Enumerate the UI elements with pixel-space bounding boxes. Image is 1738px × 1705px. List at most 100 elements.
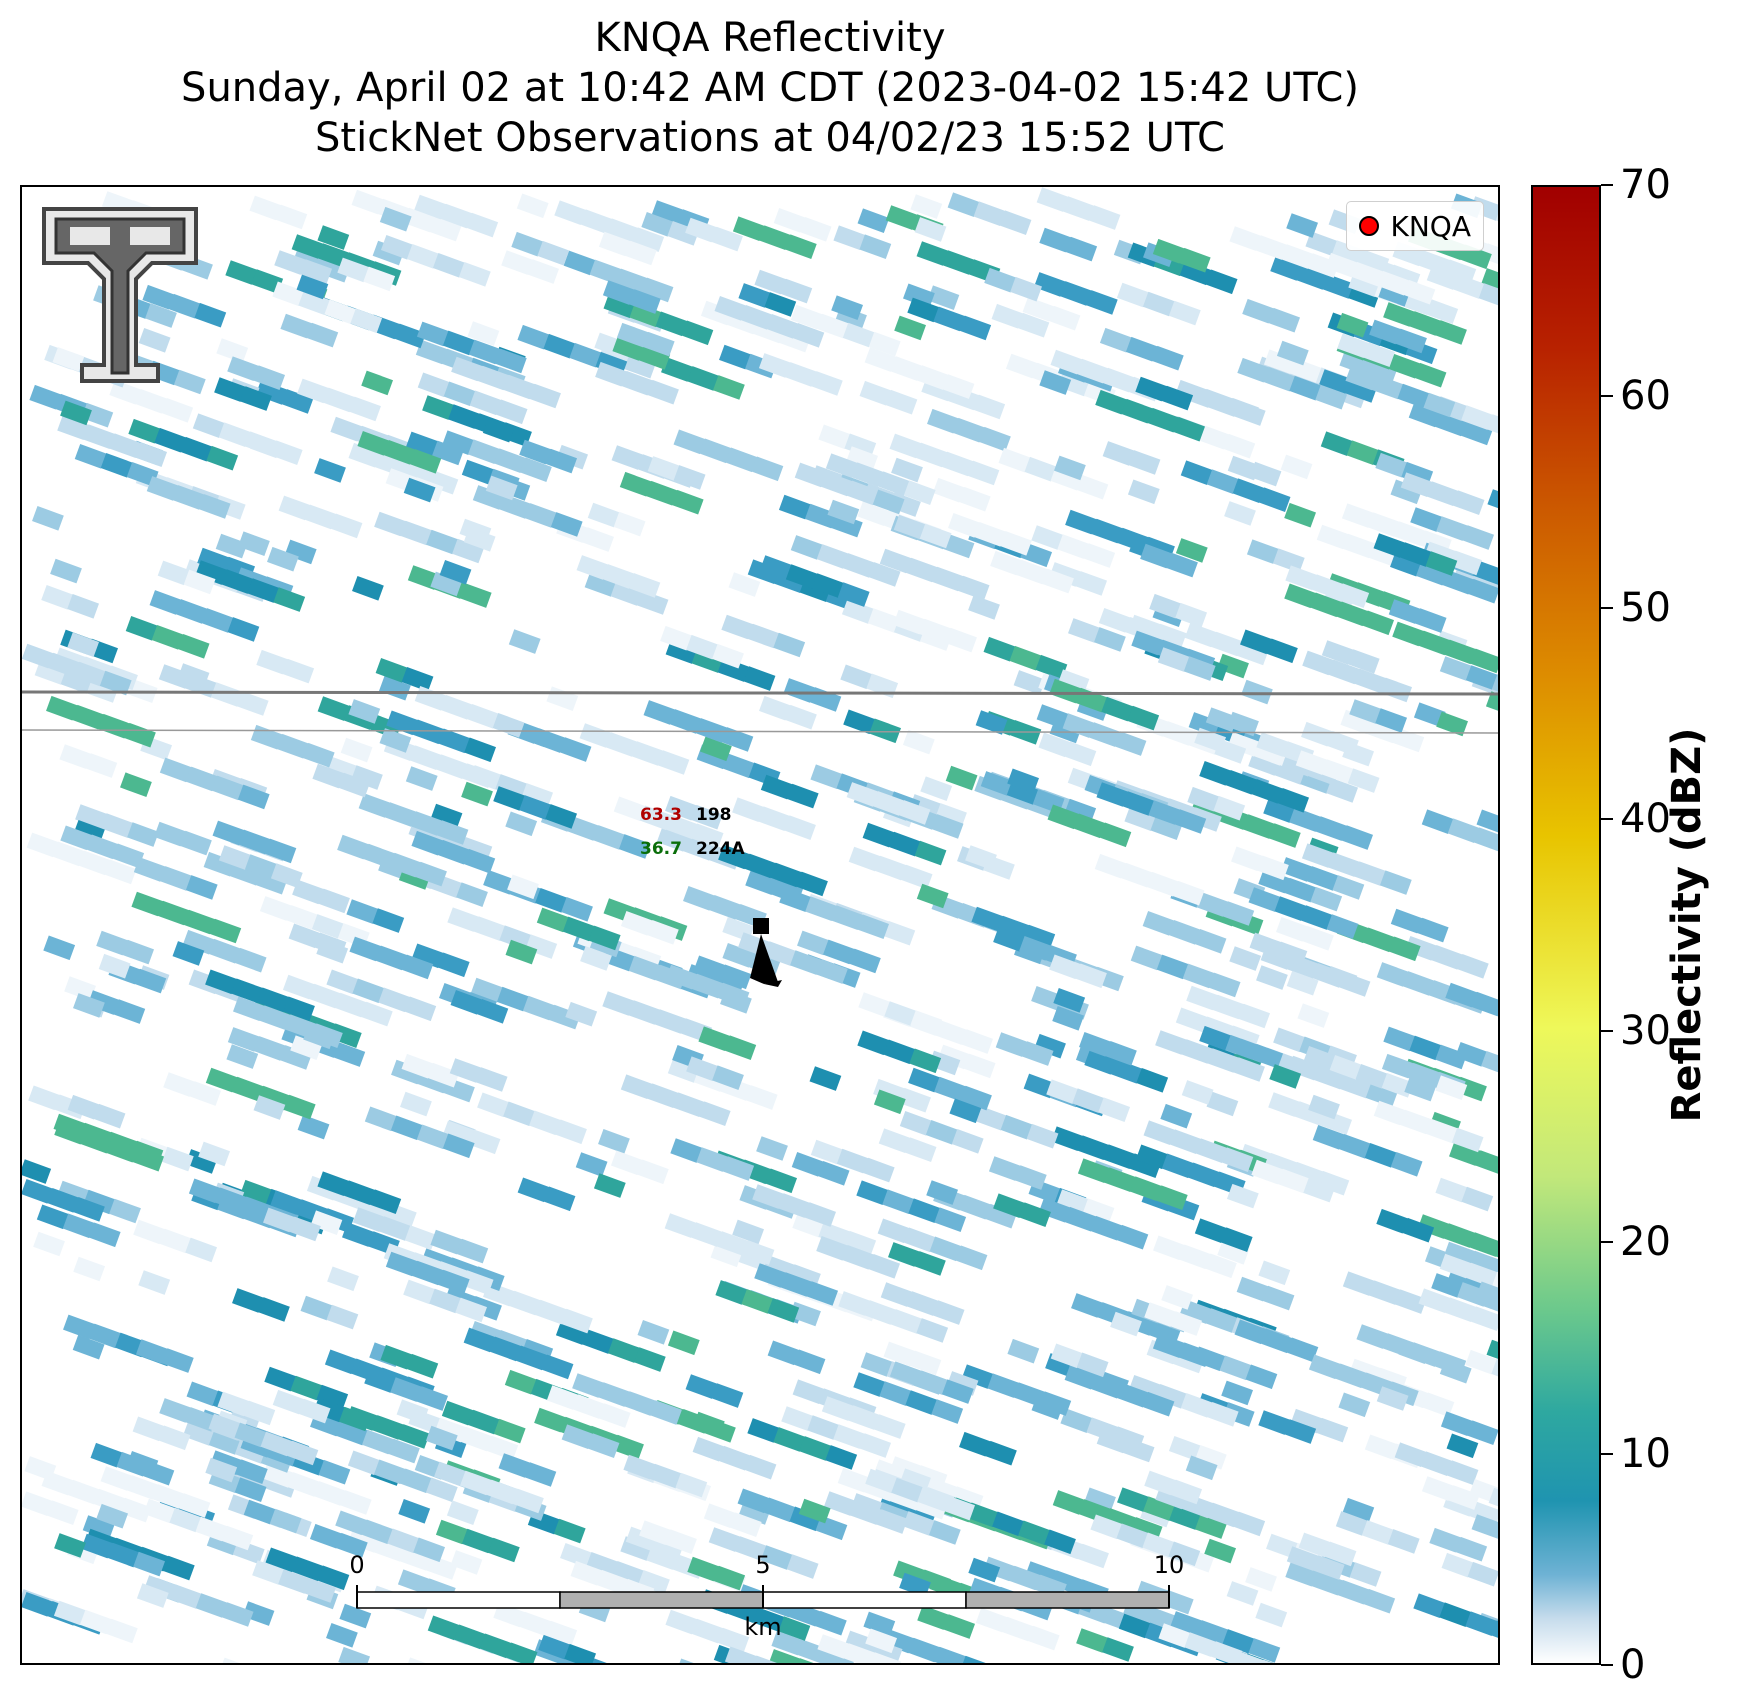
reflectivity-gate	[426, 529, 458, 555]
reflectivity-gate	[1473, 827, 1498, 853]
reflectivity-gate	[1240, 629, 1272, 655]
reflectivity-gate	[135, 388, 168, 414]
reflectivity-gate	[214, 1187, 247, 1213]
reflectivity-gate	[1342, 533, 1375, 559]
reflectivity-gate	[505, 939, 538, 965]
reflectivity-gate	[493, 786, 526, 811]
reflectivity-gate	[931, 814, 964, 839]
reflectivity-gate	[747, 623, 780, 649]
reflectivity-gate	[159, 757, 192, 783]
scale-tick-10: 10	[1153, 1551, 1185, 1579]
reflectivity-gate	[426, 469, 459, 495]
reflectivity-gate	[1064, 1206, 1097, 1232]
reflectivity-gate	[665, 1609, 698, 1635]
reflectivity-gate	[1422, 1392, 1455, 1418]
reflectivity-gate	[1173, 416, 1205, 442]
reflectivity-gate	[1065, 509, 1097, 535]
reflectivity-gate	[1160, 1103, 1193, 1129]
reflectivity-gate	[1361, 1520, 1394, 1545]
reflectivity-gate	[853, 1372, 886, 1397]
reflectivity-gate	[1322, 274, 1355, 299]
reflectivity-gate	[326, 969, 359, 995]
reflectivity-gate	[159, 1398, 192, 1423]
reflectivity-gate	[302, 742, 335, 768]
reflectivity-gate	[1169, 1129, 1202, 1155]
radar-map[interactable]: KNQA 63.3 198 36.7 224A 0 5 10 km	[20, 185, 1500, 1665]
reflectivity-gate	[1263, 366, 1296, 392]
reflectivity-gate	[371, 1415, 404, 1440]
reflectivity-gate	[1161, 1153, 1194, 1179]
reflectivity-gate	[764, 941, 796, 966]
reflectivity-gate	[47, 1188, 79, 1213]
reflectivity-gate	[1161, 1285, 1194, 1310]
reflectivity-gate	[874, 855, 907, 881]
reflectivity-gate	[1442, 569, 1474, 595]
reflectivity-gate	[1103, 1144, 1135, 1170]
reflectivity-gate	[1413, 1593, 1446, 1619]
reflectivity-gate	[641, 211, 674, 237]
reflectivity-gate	[60, 400, 92, 426]
reflectivity-gate	[1143, 1496, 1175, 1521]
reflectivity-gate	[1430, 945, 1463, 970]
reflectivity-gate	[820, 471, 853, 497]
reflectivity-gate	[282, 658, 315, 684]
reflectivity-gate	[1303, 1177, 1336, 1203]
reflectivity-gate	[1023, 924, 1056, 950]
reflectivity-gate	[1127, 479, 1160, 505]
reflectivity-gate	[570, 1560, 603, 1586]
reflectivity-gate	[935, 803, 967, 828]
reflectivity-gate	[1270, 256, 1303, 281]
reflectivity-gate	[178, 1493, 211, 1518]
reflectivity-gate	[973, 201, 1006, 227]
reflectivity-gate	[1258, 1260, 1291, 1286]
reflectivity-gate	[1229, 946, 1262, 971]
reflectivity-gate	[434, 1461, 466, 1487]
reflectivity-gate	[385, 1251, 418, 1277]
reflectivity-gate	[1102, 441, 1135, 466]
reflectivity-gate	[298, 290, 331, 316]
reflectivity-gate	[1180, 460, 1213, 485]
reflectivity-gate	[786, 783, 819, 809]
reflectivity-gate	[1469, 1232, 1498, 1257]
reflectivity-gate	[126, 462, 159, 487]
reflectivity-gate	[32, 505, 64, 531]
reflectivity-gate	[72, 704, 104, 730]
reflectivity-gate	[1017, 312, 1050, 338]
reflectivity-gate	[1467, 1561, 1498, 1587]
reflectivity-gate	[348, 699, 381, 724]
reflectivity-gate	[1307, 253, 1340, 278]
reflectivity-gate	[1084, 1049, 1117, 1075]
reflectivity-gate	[794, 462, 827, 488]
reflectivity-gate	[927, 285, 960, 310]
reflectivity-gate	[216, 338, 249, 363]
reflectivity-gate	[287, 1472, 320, 1497]
reflectivity-gate	[691, 973, 724, 999]
reflectivity-gate	[846, 446, 879, 471]
reflectivity-gate	[1049, 954, 1081, 980]
reflectivity-gate	[80, 1128, 113, 1154]
reflectivity-gate	[902, 729, 935, 755]
reflectivity-gate	[152, 1484, 185, 1509]
reflectivity-gate	[1429, 1527, 1462, 1553]
reflectivity-gate	[844, 1230, 877, 1256]
reflectivity-gate	[907, 297, 940, 323]
reflectivity-gate	[1068, 618, 1100, 643]
reflectivity-gate	[467, 321, 500, 346]
reflectivity-gate	[450, 1550, 483, 1575]
reflectivity-gate	[1248, 887, 1281, 912]
reflectivity-gate	[263, 1207, 295, 1233]
reflectivity-gate	[1027, 1625, 1060, 1651]
reflectivity-gate	[738, 283, 771, 308]
reflectivity-gate	[725, 447, 758, 473]
reflectivity-gate	[792, 1212, 825, 1238]
reflectivity-gate	[259, 896, 292, 921]
reflectivity-gate	[943, 1495, 976, 1521]
reflectivity-gate	[503, 1101, 535, 1127]
reflectivity-gate	[948, 513, 980, 538]
reflectivity-gate	[751, 456, 784, 482]
reflectivity-gate	[637, 1319, 670, 1345]
reflectivity-gate	[468, 339, 501, 365]
reflectivity-gate	[1001, 1616, 1034, 1642]
reflectivity-gate	[690, 1222, 723, 1247]
reflectivity-gate	[1456, 954, 1489, 979]
